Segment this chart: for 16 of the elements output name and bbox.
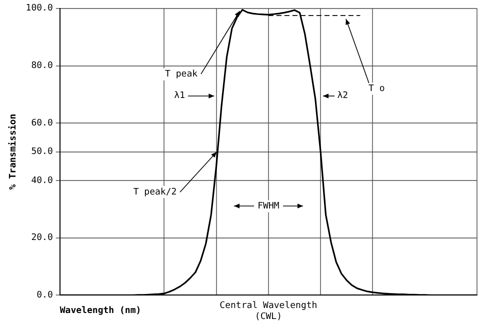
y-axis-title: % Transmission	[8, 114, 19, 190]
annotation: FWHM	[258, 202, 280, 212]
y-tick-label: 0.0	[36, 290, 53, 301]
annotation: λ1	[174, 91, 186, 102]
y-tick-label: 20.0	[31, 233, 53, 244]
y-tick-label: 100.0	[26, 4, 53, 14]
y-tick-label: 40.0	[31, 176, 53, 186]
annotation: T peak/2	[133, 187, 177, 198]
y-tick-label: 80.0	[31, 61, 53, 72]
y-tick-label: 50.0	[31, 147, 53, 158]
text: Central Wavelength (CWL)	[220, 301, 318, 322]
x-axis-title: Wavelength (nm)	[60, 306, 142, 316]
annotation: T peak	[165, 70, 198, 80]
ref-line-label: T o	[368, 84, 385, 94]
y-tick-label: 60.0	[31, 118, 53, 128]
annotation: λ2	[337, 91, 348, 102]
